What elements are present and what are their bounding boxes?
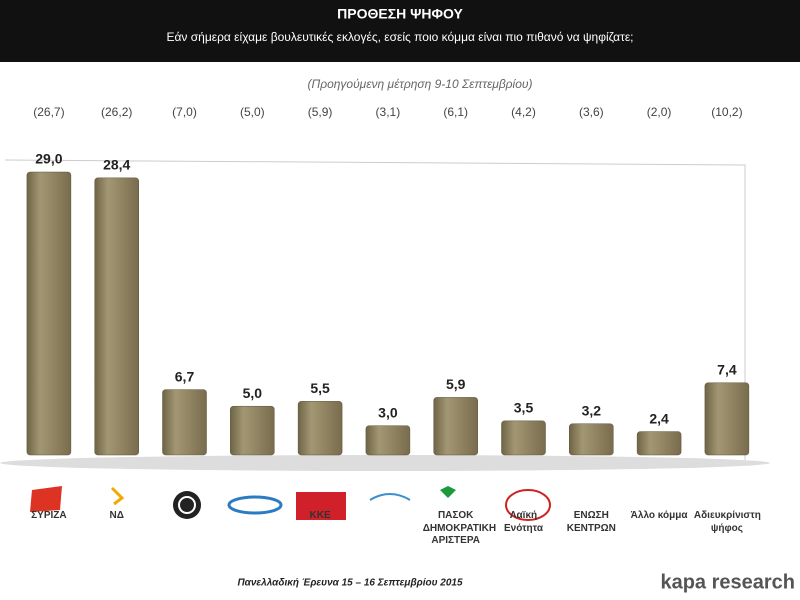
logo-anel [227,495,283,515]
category-label: ΣΥΡΙΖΑ [31,510,67,521]
bar [94,177,139,456]
bar [365,425,411,456]
previous-label: (4,2) [511,105,536,119]
category-label: ΚΚΕ [309,510,331,521]
value-label: 2,4 [649,410,669,426]
logo-le [505,489,551,521]
chart-subtitle: Εάν σήμερα είχαμε βουλευτικές εκλογές, ε… [166,30,633,44]
logo-potami [369,493,411,501]
brand: kapa research [660,571,795,593]
logo-kke [296,492,346,520]
category-label: ΕΝΩΣΗ ΚΕΝΤΡΩΝ [566,510,616,534]
category-label: Αδιευκρίνιστη ψήφος [693,510,761,534]
logo-nd [110,486,125,506]
category-label: ΠΑΣΟΚ ΔΗΜΟΚΡΑΤΙΚΗ ΑΡΙΣΤΕΡΑ [422,510,497,546]
header-band [0,0,800,62]
value-label: 5,5 [310,380,330,396]
bar [297,401,343,456]
previous-label: (26,7) [33,105,64,119]
previous-label: (3,6) [579,105,604,119]
category-label: Άλλο κόμμα [630,510,688,521]
value-label: 3,0 [378,404,398,420]
bar [162,389,207,456]
previous-label: (5,0) [240,105,265,119]
chart-title: ΠΡΟΘΕΣΗ ΨΗΦΟΥ [337,6,463,22]
bar [704,382,750,456]
bar [230,405,275,456]
floor [0,455,770,471]
category-label: ΝΔ [109,510,124,521]
previous-label: (3,1) [376,105,401,119]
logo-syriza [30,486,62,512]
footer: Πανελλαδική Έρευνα 15 – 16 Σεπτεμβρίου 2… [237,578,463,589]
bar [636,431,682,456]
logo-xa-inner [178,496,196,514]
category-label: Λαϊκή Ενότητα [504,510,543,534]
value-label: 3,2 [582,402,602,418]
frame [4,159,746,462]
value-label: 3,5 [514,400,534,416]
bar [501,420,546,456]
previous-label: (26,2) [101,105,132,119]
previous-label: (2,0) [647,105,672,119]
logo-xa [173,491,201,519]
previous-note: (Προηγούμενη μέτρηση 9-10 Σεπτεμβρίου) [308,77,533,91]
value-label: 29,0 [35,151,62,167]
bar [26,171,72,456]
value-label: 5,0 [243,385,263,401]
previous-label: (7,0) [172,105,197,119]
bar [433,397,478,456]
logo-pasok [440,486,456,498]
previous-label: (10,2) [711,105,742,119]
value-label: 6,7 [175,368,195,384]
bar [569,423,614,456]
value-label: 5,9 [446,376,466,392]
previous-label: (5,9) [308,105,333,119]
value-label: 28,4 [103,157,130,173]
value-label: 7,4 [717,361,737,377]
previous-label: (6,1) [443,105,468,119]
